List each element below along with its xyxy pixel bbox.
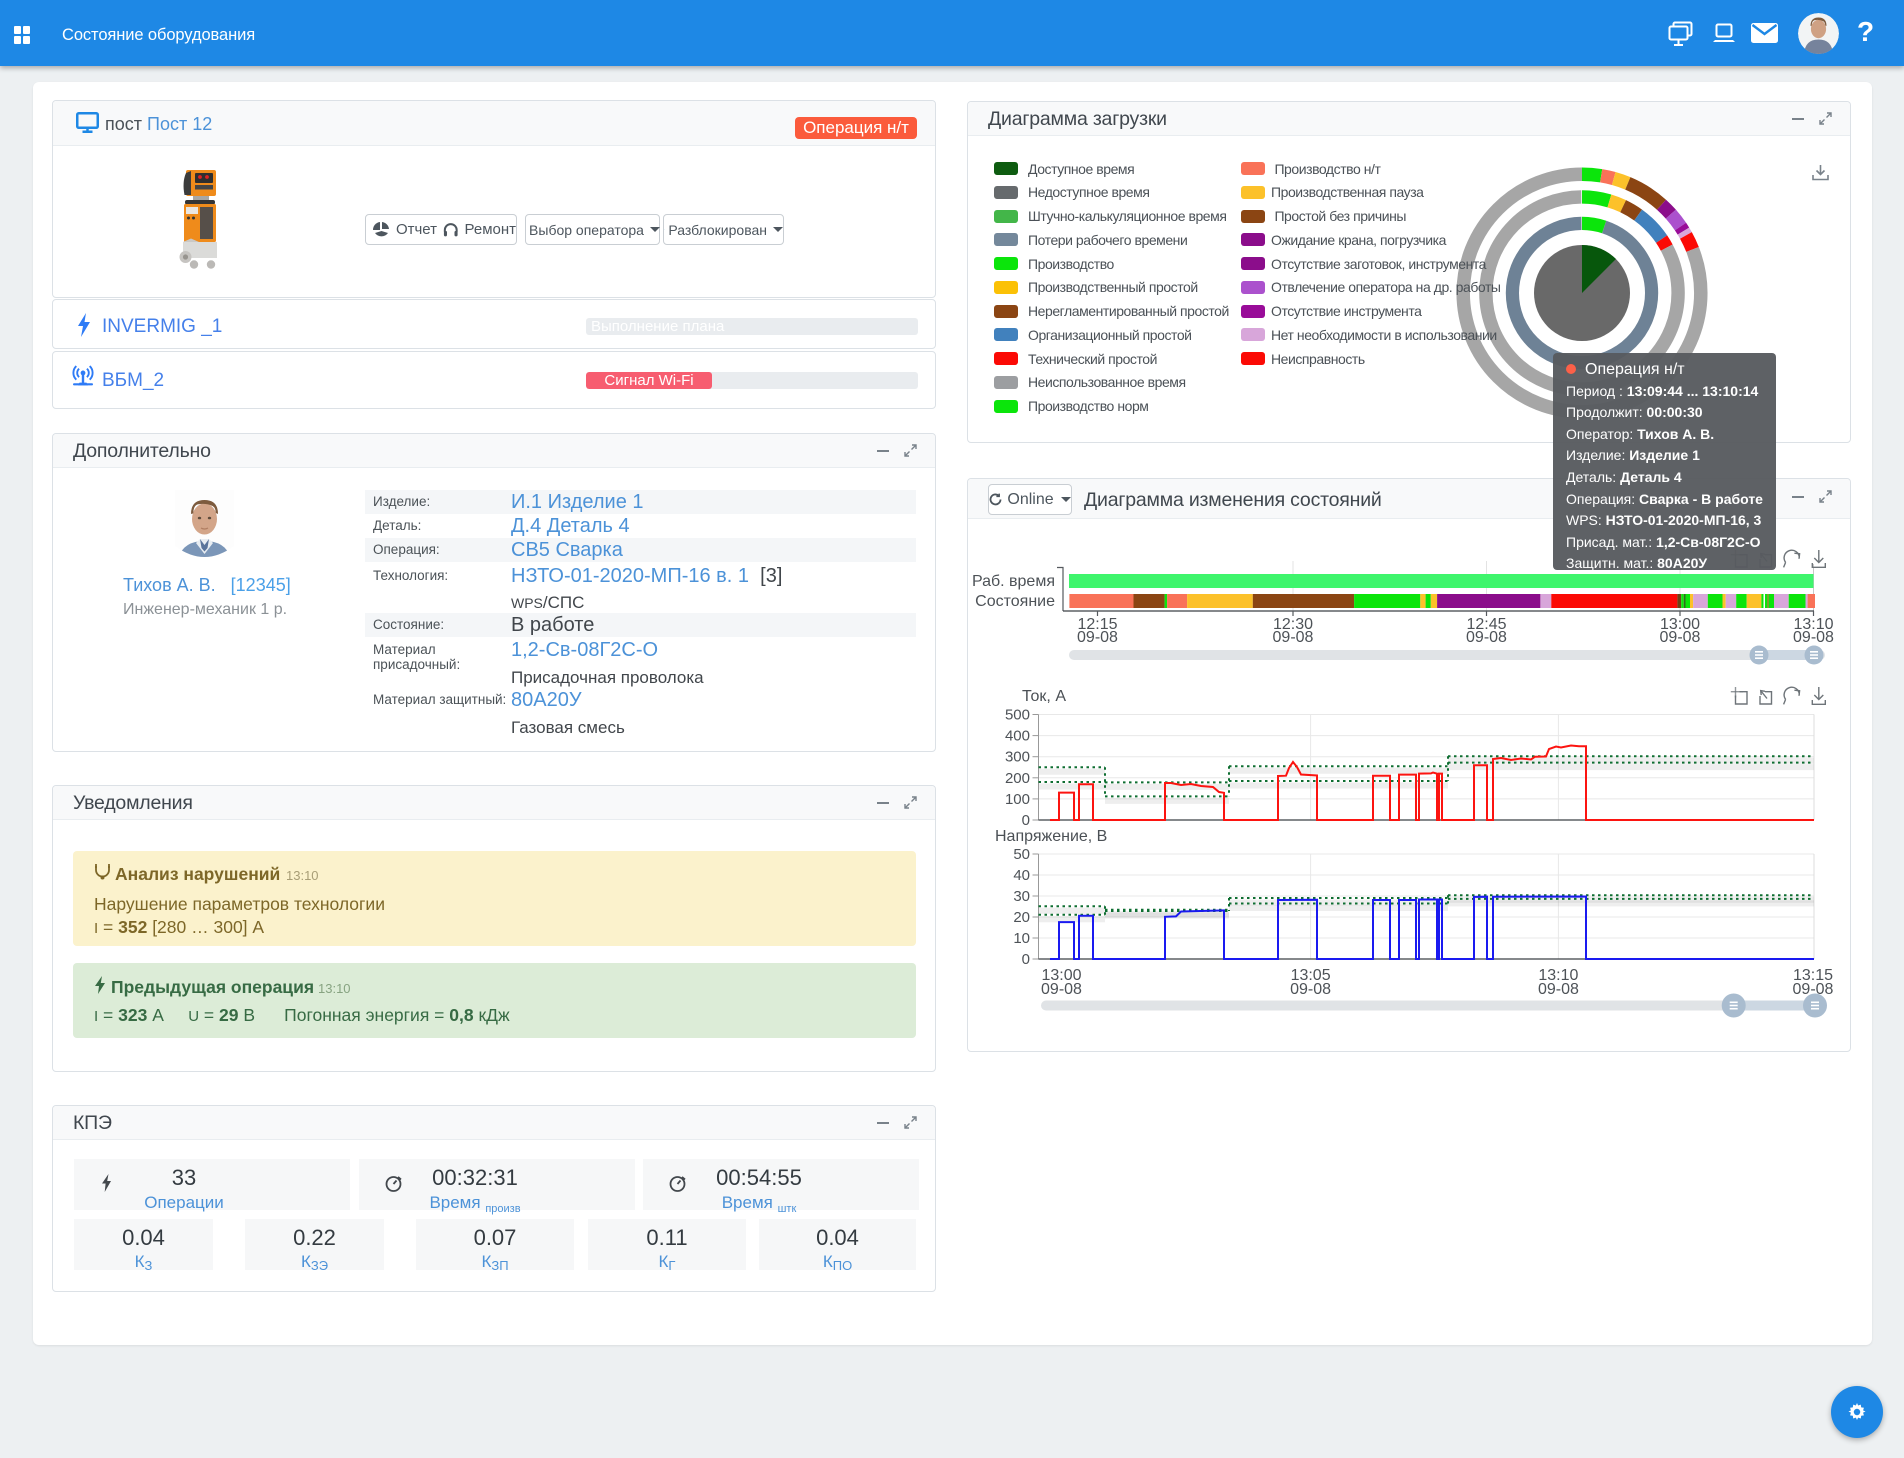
svg-text:12:30: 12:30 [1273,616,1313,633]
svg-text:Ток, А: Ток, А [1022,688,1066,705]
svg-text:13:00: 13:00 [1660,616,1700,633]
svg-text:Напряжение, В: Напряжение, В [995,828,1107,845]
svg-text:50: 50 [1013,846,1030,863]
svg-text:13:00: 13:00 [1041,967,1081,984]
svg-text:09-08: 09-08 [1041,981,1082,998]
svg-text:20: 20 [1013,909,1030,926]
svg-text:13:05: 13:05 [1291,967,1331,984]
svg-text:13:10: 13:10 [1538,967,1578,984]
svg-text:500: 500 [1005,707,1030,724]
svg-text:100: 100 [1005,791,1030,808]
svg-text:Состояние: Состояние [975,593,1055,610]
svg-text:09-08: 09-08 [1793,629,1834,646]
svg-text:40: 40 [1013,867,1030,884]
svg-text:200: 200 [1005,770,1030,787]
svg-text:09-08: 09-08 [1290,981,1331,998]
svg-text:10: 10 [1013,930,1030,947]
svg-text:09-08: 09-08 [1077,629,1118,646]
svg-text:13:15: 13:15 [1793,967,1833,984]
svg-text:12:15: 12:15 [1077,616,1117,633]
svg-text:0: 0 [1022,951,1030,968]
svg-text:12:45: 12:45 [1466,616,1506,633]
svg-text:09-08: 09-08 [1273,629,1314,646]
svg-text:Раб. время: Раб. время [972,573,1055,590]
svg-text:09-08: 09-08 [1538,981,1579,998]
svg-text:0: 0 [1022,812,1030,829]
svg-text:30: 30 [1013,888,1030,905]
svg-text:09-08: 09-08 [1793,981,1834,998]
svg-text:300: 300 [1005,749,1030,766]
svg-text:09-08: 09-08 [1466,629,1507,646]
svg-text:09-08: 09-08 [1660,629,1701,646]
svg-text:13:10: 13:10 [1793,616,1833,633]
svg-text:400: 400 [1005,728,1030,745]
